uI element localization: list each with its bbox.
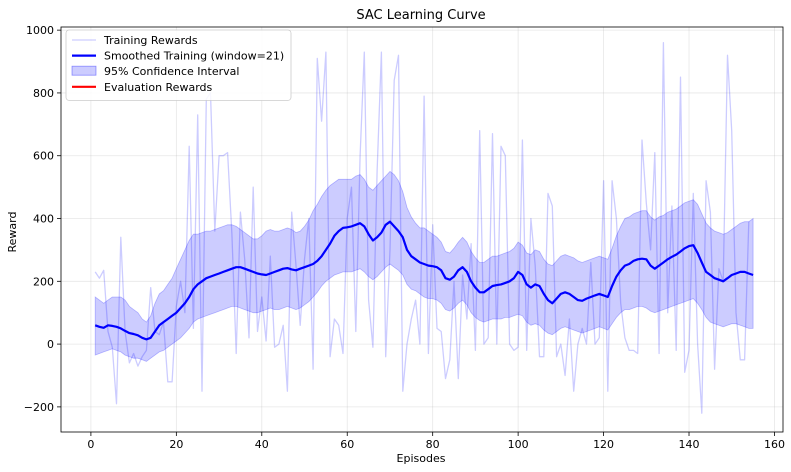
y-tick-label: 0	[47, 338, 54, 351]
x-tick-label: 120	[593, 438, 614, 451]
legend-label: 95% Confidence Interval	[104, 65, 239, 78]
confidence-interval-layer	[94, 170, 754, 362]
legend-label: Training Rewards	[103, 34, 198, 47]
y-tick-label: 1000	[26, 24, 54, 37]
y-tick-label: 600	[33, 150, 54, 163]
x-tick-label: 100	[508, 438, 529, 451]
legend-label: Smoothed Training (window=21)	[104, 50, 284, 63]
training-rewards-layer	[94, 42, 750, 414]
legend-box	[65, 29, 292, 101]
x-tick-label: 80	[426, 438, 440, 451]
legend-label: Evaluation Rewards	[104, 81, 213, 94]
y-axis-label: Reward	[6, 212, 19, 253]
chart-title: SAC Learning Curve	[356, 8, 485, 23]
confidence-interval-band	[94, 170, 754, 362]
legend: Training Rewards Smoothed Training (windo…	[65, 29, 292, 101]
x-axis-label: Episodes	[397, 452, 446, 465]
y-tick-label: 200	[33, 275, 54, 288]
axis-ticks: 0 20 40 60 80 100 120 140 160 −200 0 200 400 600 800 10…	[24, 24, 785, 451]
training-rewards-line	[94, 42, 750, 414]
x-tick-label: 20	[169, 438, 183, 451]
x-tick-label: 40	[255, 438, 269, 451]
x-tick-label: 60	[340, 438, 354, 451]
x-tick-label: 140	[679, 438, 700, 451]
plot-frame	[60, 26, 784, 433]
y-tick-label: 800	[33, 87, 54, 100]
smoothed-training-layer	[94, 220, 754, 341]
x-tick-label: 0	[87, 438, 94, 451]
x-tick-label: 160	[764, 438, 785, 451]
smoothed-training-line	[94, 220, 754, 341]
y-tick-label: 400	[33, 213, 54, 226]
legend-swatch	[71, 65, 97, 76]
y-tick-label: −200	[24, 401, 54, 414]
